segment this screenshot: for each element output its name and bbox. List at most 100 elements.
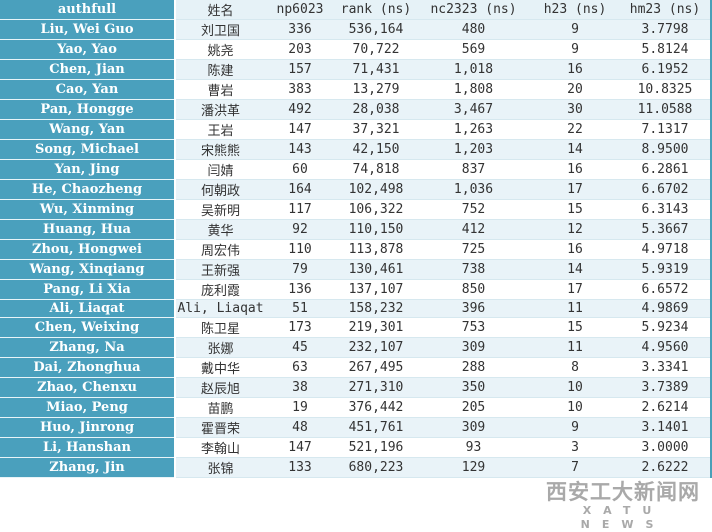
cell-np6023[interactable]: 45 (265, 337, 335, 358)
cell-rank[interactable]: 137,107 (335, 279, 417, 300)
cell-rank[interactable]: 680,223 (335, 457, 417, 478)
cell-chinese-name[interactable]: 庞利霞 (175, 279, 265, 300)
cell-hm23[interactable]: 2.6214 (620, 397, 711, 418)
cell-nc2323[interactable]: 205 (417, 397, 530, 418)
cell-nc2323[interactable]: 129 (417, 457, 530, 478)
cell-h23[interactable]: 10 (530, 377, 620, 398)
cell-hm23[interactable]: 5.9234 (620, 317, 711, 338)
cell-np6023[interactable]: 147 (265, 437, 335, 458)
cell-np6023[interactable]: 336 (265, 19, 335, 40)
cell-hm23[interactable]: 3.3341 (620, 357, 711, 378)
cell-hm23[interactable]: 10.8325 (620, 79, 711, 100)
cell-np6023[interactable]: 92 (265, 219, 335, 240)
cell-h23[interactable]: 15 (530, 199, 620, 220)
cell-np6023[interactable]: 19 (265, 397, 335, 418)
cell-authfull[interactable]: Huo, Jinrong (0, 417, 176, 438)
cell-chinese-name[interactable]: 刘卫国 (175, 19, 265, 40)
cell-np6023[interactable]: 383 (265, 79, 335, 100)
cell-rank[interactable]: 42,150 (335, 139, 417, 160)
cell-hm23[interactable]: 11.0588 (620, 99, 711, 120)
cell-h23[interactable]: 16 (530, 59, 620, 80)
cell-nc2323[interactable]: 350 (417, 377, 530, 398)
cell-rank[interactable]: 267,495 (335, 357, 417, 378)
cell-np6023[interactable]: 173 (265, 317, 335, 338)
cell-rank[interactable]: 113,878 (335, 239, 417, 260)
cell-nc2323[interactable]: 412 (417, 219, 530, 240)
cell-hm23[interactable]: 3.0000 (620, 437, 711, 458)
cell-hm23[interactable]: 3.7798 (620, 19, 711, 40)
cell-authfull[interactable]: He, Chaozheng (0, 179, 176, 200)
cell-nc2323[interactable]: 93 (417, 437, 530, 458)
cell-h23[interactable]: 9 (530, 39, 620, 60)
cell-rank[interactable]: 13,279 (335, 79, 417, 100)
cell-np6023[interactable]: 51 (265, 299, 335, 318)
cell-nc2323[interactable]: 288 (417, 357, 530, 378)
cell-hm23[interactable]: 4.9718 (620, 239, 711, 260)
cell-authfull[interactable]: Cao, Yan (0, 79, 176, 100)
column-header-rank[interactable]: rank (ns) (335, 0, 417, 20)
cell-np6023[interactable]: 164 (265, 179, 335, 200)
cell-authfull[interactable]: Zhou, Hongwei (0, 239, 176, 260)
cell-hm23[interactable]: 4.9869 (620, 299, 711, 318)
cell-authfull[interactable]: Liu, Wei Guo (0, 19, 176, 40)
cell-h23[interactable]: 22 (530, 119, 620, 140)
cell-chinese-name[interactable]: 张锦 (175, 457, 265, 478)
cell-np6023[interactable]: 79 (265, 259, 335, 280)
cell-hm23[interactable]: 4.9560 (620, 337, 711, 358)
cell-authfull[interactable]: Wang, Yan (0, 119, 176, 140)
cell-nc2323[interactable]: 1,018 (417, 59, 530, 80)
cell-authfull[interactable]: Pang, Li Xia (0, 279, 176, 300)
cell-rank[interactable]: 130,461 (335, 259, 417, 280)
cell-chinese-name[interactable]: 何朝政 (175, 179, 265, 200)
cell-hm23[interactable]: 5.9319 (620, 259, 711, 280)
cell-h23[interactable]: 14 (530, 139, 620, 160)
column-header-nc2323[interactable]: nc2323 (ns) (417, 0, 530, 20)
cell-hm23[interactable]: 2.6222 (620, 457, 711, 478)
cell-rank[interactable]: 376,442 (335, 397, 417, 418)
cell-chinese-name[interactable]: Ali, Liaqat (175, 299, 265, 318)
cell-nc2323[interactable]: 1,808 (417, 79, 530, 100)
cell-chinese-name[interactable]: 闫婧 (175, 159, 265, 180)
cell-rank[interactable]: 219,301 (335, 317, 417, 338)
cell-nc2323[interactable]: 569 (417, 39, 530, 60)
cell-rank[interactable]: 521,196 (335, 437, 417, 458)
cell-authfull[interactable]: Wang, Xinqiang (0, 259, 176, 280)
cell-np6023[interactable]: 60 (265, 159, 335, 180)
cell-np6023[interactable]: 48 (265, 417, 335, 438)
cell-rank[interactable]: 232,107 (335, 337, 417, 358)
cell-h23[interactable]: 9 (530, 19, 620, 40)
cell-rank[interactable]: 70,722 (335, 39, 417, 60)
cell-chinese-name[interactable]: 周宏伟 (175, 239, 265, 260)
cell-np6023[interactable]: 63 (265, 357, 335, 378)
cell-h23[interactable]: 3 (530, 437, 620, 458)
cell-h23[interactable]: 9 (530, 417, 620, 438)
cell-authfull[interactable]: Zhao, Chenxu (0, 377, 176, 398)
cell-authfull[interactable]: Pan, Hongge (0, 99, 176, 120)
cell-np6023[interactable]: 492 (265, 99, 335, 120)
cell-chinese-name[interactable]: 陈建 (175, 59, 265, 80)
cell-authfull[interactable]: Huang, Hua (0, 219, 176, 240)
cell-hm23[interactable]: 5.8124 (620, 39, 711, 60)
cell-np6023[interactable]: 203 (265, 39, 335, 60)
cell-authfull[interactable]: Song, Michael (0, 139, 176, 160)
cell-nc2323[interactable]: 309 (417, 337, 530, 358)
cell-h23[interactable]: 10 (530, 397, 620, 418)
cell-chinese-name[interactable]: 苗鹏 (175, 397, 265, 418)
cell-rank[interactable]: 158,232 (335, 299, 417, 318)
cell-authfull[interactable]: Dai, Zhonghua (0, 357, 176, 378)
cell-authfull[interactable]: Zhang, Jin (0, 457, 176, 478)
cell-chinese-name[interactable]: 张娜 (175, 337, 265, 358)
cell-rank[interactable]: 271,310 (335, 377, 417, 398)
cell-rank[interactable]: 28,038 (335, 99, 417, 120)
cell-h23[interactable]: 15 (530, 317, 620, 338)
cell-hm23[interactable]: 7.1317 (620, 119, 711, 140)
cell-authfull[interactable]: Yan, Jing (0, 159, 176, 180)
cell-h23[interactable]: 16 (530, 239, 620, 260)
cell-h23[interactable]: 20 (530, 79, 620, 100)
cell-nc2323[interactable]: 738 (417, 259, 530, 280)
cell-np6023[interactable]: 38 (265, 377, 335, 398)
cell-hm23[interactable]: 6.1952 (620, 59, 711, 80)
cell-np6023[interactable]: 157 (265, 59, 335, 80)
cell-h23[interactable]: 11 (530, 337, 620, 358)
cell-hm23[interactable]: 6.2861 (620, 159, 711, 180)
